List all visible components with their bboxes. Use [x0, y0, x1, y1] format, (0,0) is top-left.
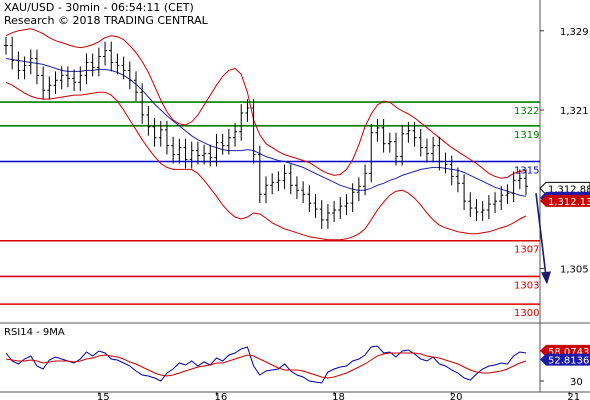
- bollinger-lower-line: [5, 81, 527, 241]
- price-badge-label: 1,312.13: [548, 197, 590, 208]
- rsi-badge-box: [540, 353, 590, 366]
- rsi-y-tick-label: 30: [570, 377, 583, 388]
- x-tick-label: 21: [567, 392, 580, 400]
- level-label-1300: 1300: [514, 308, 539, 319]
- price-y-tick-label: 1,329: [560, 27, 589, 38]
- rsi-title: RSI14 - 9MA: [4, 327, 65, 338]
- rsi-badge-ma: 52.8136: [540, 353, 590, 367]
- price-badge-box: [540, 194, 590, 207]
- bollinger-upper-line: [5, 28, 527, 179]
- price-y-tick-label: 1,321: [560, 106, 589, 117]
- x-tick-label: 15: [97, 392, 110, 400]
- level-label-1303: 1303: [514, 280, 539, 291]
- level-label-1315: 1315: [514, 166, 539, 177]
- moving-average-line: [5, 58, 527, 197]
- forecast-arrow-shaft: [535, 193, 547, 277]
- level-label-1322: 1322: [514, 106, 539, 117]
- rsi-badge-label: 52.8136: [548, 356, 589, 367]
- x-tick-label: 16: [214, 392, 227, 400]
- chart-title: XAU/USD - 30min - 06:54:11 (CET): [4, 1, 194, 14]
- rsi-ma-line: [5, 352, 527, 379]
- rsi-line: [5, 345, 527, 384]
- level-label-1307: 1307: [514, 245, 539, 256]
- price-badge-band: 1,312.13: [540, 194, 590, 208]
- x-tick-label: 20: [450, 392, 463, 400]
- copyright-label: Research © 2018 TRADING CENTRAL: [4, 14, 208, 27]
- x-tick-label: 18: [332, 392, 345, 400]
- price-y-tick-label: 1,305: [560, 264, 589, 275]
- price-badge-label: 1,312.88: [548, 184, 590, 195]
- rsi-badge-label: 58.0743: [548, 347, 589, 358]
- level-label-1319: 1319: [514, 130, 539, 141]
- forecast-arrow-head: [541, 271, 551, 285]
